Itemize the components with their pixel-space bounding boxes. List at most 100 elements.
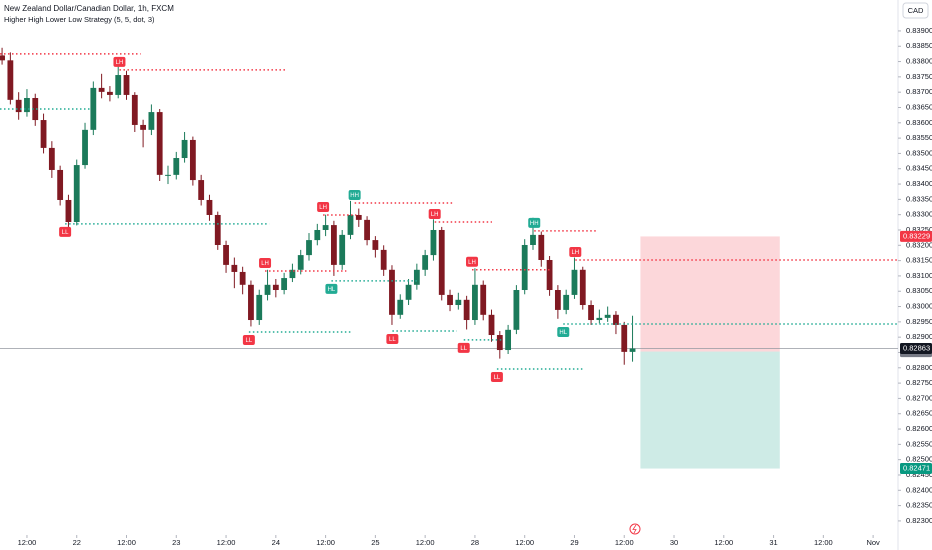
candle-body	[289, 269, 296, 279]
candle-body	[530, 234, 536, 245]
level-label-box	[317, 201, 330, 212]
level-label-box	[490, 372, 503, 383]
x-tick-label: 12:00	[316, 538, 335, 547]
candle-body	[189, 139, 196, 181]
candle-body	[397, 299, 404, 315]
y-tick-label: 0.83800	[906, 57, 932, 66]
y-tick-label: 0.83550	[906, 133, 932, 142]
level-label: LL	[246, 338, 253, 344]
candle-body	[24, 97, 30, 113]
candle-body	[413, 269, 420, 285]
candle-body	[156, 112, 163, 175]
candle-body	[15, 99, 22, 113]
y-tick-label: 0.83150	[906, 256, 932, 265]
target-price-label: 0.82471	[903, 464, 930, 473]
y-tick-label: 0.83900	[906, 26, 932, 35]
candle-body	[355, 214, 362, 220]
candle-body	[65, 199, 72, 223]
level-label: LL	[389, 337, 396, 343]
candle-body	[148, 112, 155, 130]
y-tick-label: 0.83600	[906, 118, 932, 127]
level-label: LH	[319, 205, 327, 211]
x-tick-label: 12:00	[117, 538, 136, 547]
level-label-box	[259, 258, 272, 269]
stop-price-label: 0.83229	[903, 231, 930, 240]
level-label-box	[325, 283, 338, 294]
candle-body	[405, 284, 412, 300]
candle-body	[463, 299, 470, 321]
candle-body	[422, 255, 429, 270]
x-tick-label: 22	[73, 538, 81, 547]
stop-price-label-box	[900, 230, 932, 242]
candle-body	[496, 335, 503, 351]
event-icon[interactable]	[629, 523, 641, 535]
level-label: LL	[494, 375, 501, 381]
candle-body	[7, 60, 14, 100]
level-label: HH	[350, 193, 359, 199]
y-tick-label: 0.82600	[906, 424, 932, 433]
candle-body	[40, 120, 47, 148]
candle-body	[181, 139, 188, 159]
last-price-label: 0.82863	[903, 343, 930, 352]
level-label-box	[557, 327, 570, 338]
candle-body	[339, 234, 346, 265]
x-tick-label: 12:00	[416, 538, 435, 547]
y-tick-label: 0.82700	[906, 393, 932, 402]
y-tick-label: 0.82800	[906, 363, 932, 372]
x-tick-label: 12:00	[814, 538, 833, 547]
candle-body	[281, 278, 288, 291]
candle-body	[90, 87, 97, 130]
candle-body	[472, 284, 478, 321]
candle-body	[264, 284, 271, 295]
candle-body	[546, 259, 553, 291]
candle-body	[554, 290, 561, 310]
candle-body	[604, 314, 611, 318]
candle-body	[107, 91, 113, 95]
currency-button[interactable]	[902, 2, 929, 19]
level-label: LH	[431, 212, 439, 218]
target-zone	[640, 351, 780, 469]
y-tick-label: 0.82900	[906, 332, 932, 341]
event-bolt	[632, 524, 637, 534]
level-label-box	[386, 334, 399, 345]
y-tick-label: 0.83450	[906, 164, 932, 173]
level-label-box	[242, 334, 255, 345]
level-label-box	[348, 190, 361, 201]
x-tick-label: 24	[272, 538, 280, 547]
candle-body	[447, 294, 453, 306]
currency[interactable]: CAD	[908, 6, 924, 15]
level-label: LH	[571, 250, 579, 256]
candle-body	[140, 124, 147, 130]
candle-body	[198, 180, 205, 200]
candle-body	[330, 225, 337, 265]
candle-body	[98, 87, 105, 92]
y-tick-label: 0.82400	[906, 485, 932, 494]
y-tick-label: 0.83300	[906, 210, 932, 219]
y-tick-label: 0.83500	[906, 148, 932, 157]
y-tick-label: 0.83850	[906, 41, 932, 50]
candle-body	[48, 147, 55, 170]
y-tick-label: 0.83400	[906, 179, 932, 188]
candle-body	[521, 244, 528, 291]
y-tick-label: 0.83700	[906, 87, 932, 96]
level-label-box	[457, 342, 470, 353]
candle-body	[372, 240, 379, 250]
candle-body	[231, 264, 238, 272]
y-tick-label: 0.82550	[906, 439, 932, 448]
level-label-box	[59, 226, 72, 237]
candle-body	[82, 129, 88, 166]
candle-body	[239, 271, 246, 285]
level-label: LH	[261, 261, 269, 267]
x-tick-label: 30	[670, 538, 678, 547]
x-tick-label: 29	[570, 538, 578, 547]
x-tick-label: 28	[471, 538, 479, 547]
candle-body	[322, 225, 329, 230]
candle-body	[380, 249, 387, 270]
chart-title: New Zealand Dollar/Canadian Dollar, 1h, …	[4, 4, 174, 13]
candle-body	[571, 269, 578, 295]
candle-body	[621, 324, 628, 352]
y-tick-label: 0.82500	[906, 455, 932, 464]
x-tick-label: 12:00	[515, 538, 534, 547]
level-label: HL	[328, 287, 336, 293]
